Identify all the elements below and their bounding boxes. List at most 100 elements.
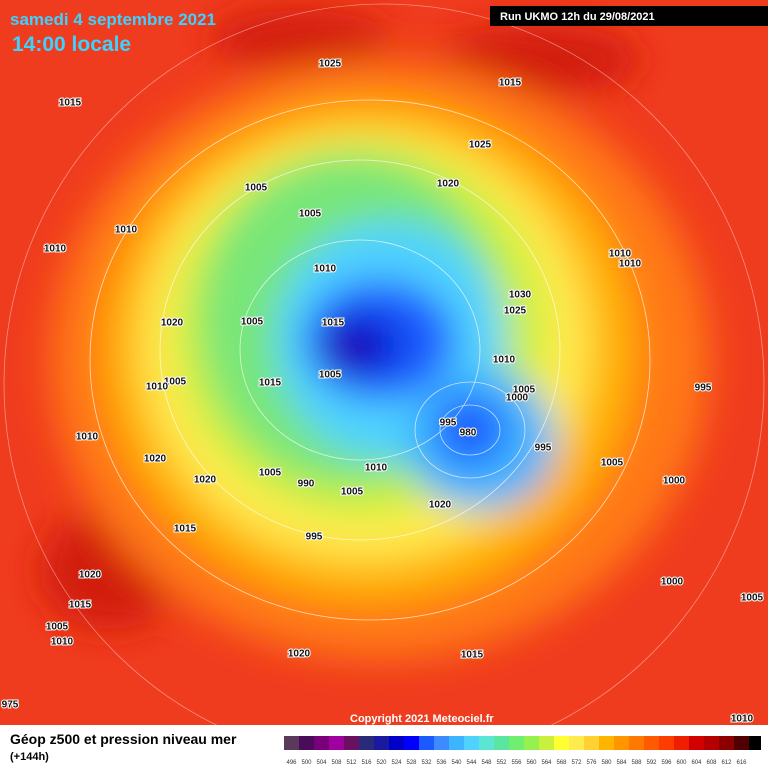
isobar-label: 1010 [146,382,169,393]
scale-swatch [644,736,659,750]
isobar-label: 1010 [609,249,632,260]
scale-swatch [629,736,644,750]
scale-swatch [524,736,539,750]
scale-swatch [554,736,569,750]
isobar-label: 1010 [76,432,99,443]
scale-label: 604 [691,760,702,766]
scale-swatch [284,736,299,750]
scale-label: 496 [286,760,297,766]
isobar-label: 1020 [161,318,184,329]
scale-swatch [539,736,554,750]
scale-label: 532 [421,760,432,766]
isobar-label: 1010 [51,637,74,648]
isobar-label: 1010 [731,714,754,725]
isobar-label: 1010 [314,264,337,275]
scale-label: 520 [376,760,387,766]
scale-label: 560 [526,760,537,766]
isobar-label: 1015 [174,524,197,535]
scale-label: 508 [331,760,342,766]
scale-swatch [464,736,479,750]
isobar-label: 1005 [319,370,342,381]
color-scale: 496 500 504 508 512 516 520 524 528 532 536 540 544 5… [284,736,761,766]
isobar-label: 995 [306,532,323,543]
scale-label: 500 [301,760,312,766]
isobar-label: 1005 [601,458,624,469]
scale-label: 544 [466,760,477,766]
scale-label: 512 [346,760,357,766]
scale-label: 564 [541,760,552,766]
isobar-label: 1015 [259,378,282,389]
scale-swatch [614,736,629,750]
time-title: 14:00 locale [12,33,131,56]
isobar-label: 1010 [493,355,516,366]
scale-label: 616 [736,760,747,766]
isobar-label: 1005 [241,317,264,328]
isobar-label: 1005 [164,377,187,388]
run-info: Run UKMO 12h du 29/08/2021 [500,11,655,23]
scale-swatch [599,736,614,750]
copyright: Copyright 2021 Meteociel.fr [350,713,494,725]
isobar-label: 1005 [245,183,268,194]
scale-label: 536 [436,760,447,766]
run-box [490,6,768,26]
scale-label: 504 [316,760,327,766]
isobar-label: 1005 [341,487,364,498]
scale-swatch [389,736,404,750]
scale-swatch [569,736,584,750]
scale-swatch [509,736,524,750]
scale-label: 592 [646,760,657,766]
scale-label: 584 [616,760,627,766]
scale-swatch [314,736,329,750]
isobar-label: 1015 [499,78,522,89]
scale-swatch [659,736,674,750]
isobar-label: 1020 [437,179,460,190]
isobar-label: 1015 [59,98,82,109]
scale-label: 528 [406,760,417,766]
isobar-label: 1005 [46,622,69,633]
scale-label: 548 [481,760,492,766]
isobar-label: 1020 [194,475,217,486]
isobar-label: 1015 [461,650,484,661]
isobar-label: 1010 [115,225,138,236]
scale-label: 596 [661,760,672,766]
scale-swatch [584,736,599,750]
isobar-label: 1000 [506,393,529,404]
scale-label: 556 [511,760,522,766]
isobar-label: 1030 [509,290,532,301]
scale-label: 516 [361,760,372,766]
isobar-label: 1020 [288,649,311,660]
scale-label: 588 [631,760,642,766]
isobar-label: 1005 [741,593,764,604]
isobar-label: 1020 [79,570,102,581]
isobar-label: 1000 [663,476,686,487]
scale-swatch [329,736,344,750]
scale-swatch [494,736,509,750]
isobar-label: 995 [695,383,712,394]
geopotential-field [40,10,710,660]
isobar-label: 1000 [661,577,684,588]
isobar-label: 1025 [469,140,492,151]
scale-swatch [674,736,689,750]
isobar-label: 1025 [319,59,342,70]
isobar-label: 995 [535,443,552,454]
isobar-label: 1020 [429,500,452,511]
scale-swatch [449,736,464,750]
scale-label: 580 [601,760,612,766]
scale-swatch [689,736,704,750]
scale-swatch [734,736,749,750]
isobar-label: 1005 [259,468,282,479]
isobar-label: 975 [2,700,19,711]
scale-label: 572 [571,760,582,766]
scale-label: 608 [706,760,717,766]
isobar-label: 980 [460,428,477,439]
isobar-label: 1010 [365,463,388,474]
isobar-label: 1010 [44,244,67,255]
isobar-label: 995 [440,418,457,429]
isobar-label: 990 [298,479,315,490]
scale-swatch [359,736,374,750]
scale-swatch [374,736,389,750]
isobar-label: 1015 [69,600,92,611]
date-title: samedi 4 septembre 2021 [10,10,216,29]
